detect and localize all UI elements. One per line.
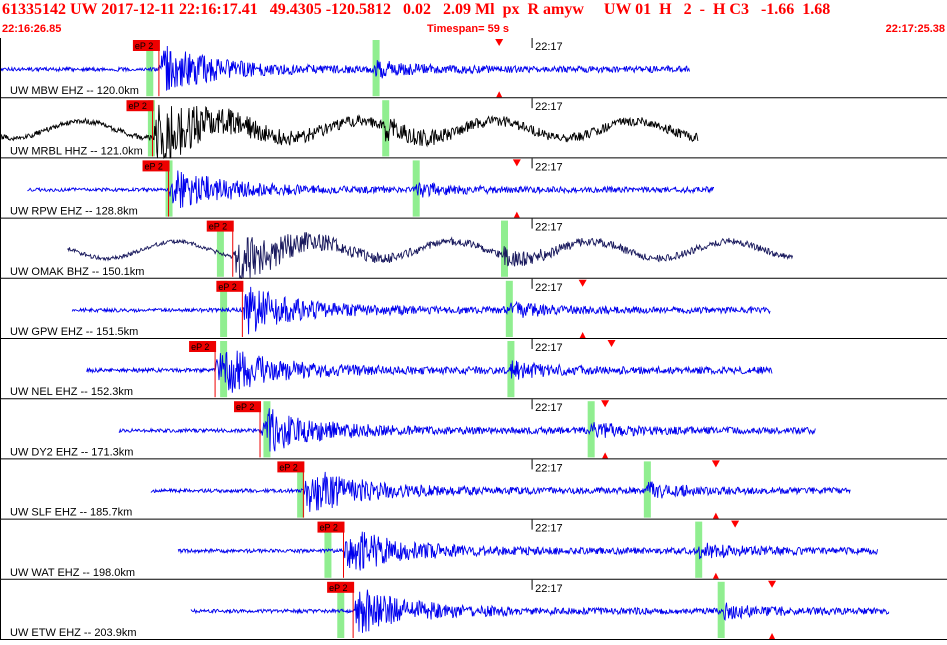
green-window-0-1 [372,40,380,97]
pick-label-0: eP 2 [135,41,153,51]
marker-bottom-0 [496,91,503,98]
waveform-5 [86,350,773,393]
minute-label-4: 22:17 [535,282,563,294]
pick-box-4 [216,280,244,292]
waveform-6 [118,408,816,452]
station-label-1: UW MRBL HHZ -- 121.0km [10,145,143,157]
seismogram-plot: eP 2 22:17 UW MBW EHZ -- 120.0km eP 2 22:17 U… [0,38,947,640]
start-time-label: 22:16:26.85 [2,23,62,35]
marker-top-7 [711,460,720,468]
station-label-3: UW OMAK BHZ -- 150.1km [10,266,144,278]
pick-label-4: eP 2 [218,282,236,292]
pick-label-2: eP 2 [145,161,163,171]
pick-box-1 [126,100,154,112]
marker-bottom-9 [769,633,776,639]
time-axis-labels: 22:16:26.85 Timespan= 59 s 22:17:25.38 [0,23,947,37]
minute-label-3: 22:17 [535,222,563,234]
minute-label-2: 22:17 [535,161,563,173]
green-window-7-0 [297,461,305,518]
seismogram-svg: eP 2 22:17 UW MBW EHZ -- 120.0km eP 2 22:17 U… [0,38,947,640]
timespan-label: Timespan= 59 s [427,23,510,35]
green-window-8-0 [324,521,332,578]
station-label-2: UW RPW EHZ -- 128.8km [10,206,138,218]
pick-label-7: eP 2 [279,462,297,472]
marker-bottom-7 [712,512,719,519]
green-window-4-0 [220,280,228,337]
station-label-7: UW SLF EHZ -- 185.7km [10,507,132,519]
pick-box-6 [234,401,262,413]
minute-label-7: 22:17 [535,462,563,474]
minute-label-6: 22:17 [535,402,563,414]
minute-label-1: 22:17 [535,101,563,113]
waveform-0 [0,45,690,91]
marker-top-5 [607,340,616,347]
waveform-3 [67,231,794,280]
station-label-6: UW DY2 EHZ -- 171.3km [10,446,133,458]
pick-box-9 [327,581,355,593]
waveform-2 [27,170,714,209]
station-label-9: UW ETW EHZ -- 203.9km [10,627,137,639]
minute-label-5: 22:17 [535,342,563,354]
marker-bottom-4 [579,332,586,338]
station-label-4: UW GPW EHZ -- 151.5km [10,326,138,338]
marker-top-4 [578,279,587,287]
pick-label-8: eP 2 [319,523,337,533]
pick-box-0 [132,40,160,51]
pick-box-3 [206,220,234,232]
pick-label-9: eP 2 [329,583,347,593]
marker-top-0 [495,39,504,46]
waveform-7 [150,471,851,512]
marker-bottom-6 [602,452,609,459]
marker-top-6 [601,400,610,408]
pick-label-1: eP 2 [128,101,146,111]
waveform-1 [0,104,699,160]
pick-label-6: eP 2 [236,402,254,412]
marker-top-9 [768,580,777,588]
end-time-label: 22:17:25.38 [885,23,945,35]
event-title: 61335142 UW 2017-12-11 22:16:17.41 49.43… [2,1,831,18]
station-label-8: UW WAT EHZ -- 198.0km [10,567,135,579]
pick-box-2 [142,160,170,172]
station-label-0: UW MBW EHZ -- 120.0km [10,85,139,97]
pick-label-5: eP 2 [191,342,209,352]
green-window-3-0 [216,220,224,277]
pick-label-3: eP 2 [209,222,227,232]
minute-label-8: 22:17 [535,523,563,535]
marker-top-2 [512,159,521,167]
marker-bottom-8 [712,572,719,579]
marker-top-8 [731,520,740,528]
marker-bottom-2 [513,211,520,218]
minute-label-0: 22:17 [535,41,563,53]
pick-box-8 [317,521,345,533]
waveform-9 [190,589,890,633]
waveform-4 [71,286,771,335]
green-window-1-1 [382,100,390,157]
station-label-5: UW NEL EHZ -- 152.3km [10,386,133,398]
plot-header: 61335142 UW 2017-12-11 22:16:17.41 49.43… [0,0,947,38]
pick-box-7 [277,461,305,473]
pick-box-5 [189,341,217,352]
waveform-8 [177,531,878,571]
minute-label-9: 22:17 [535,583,563,595]
green-window-1-0 [147,100,155,157]
